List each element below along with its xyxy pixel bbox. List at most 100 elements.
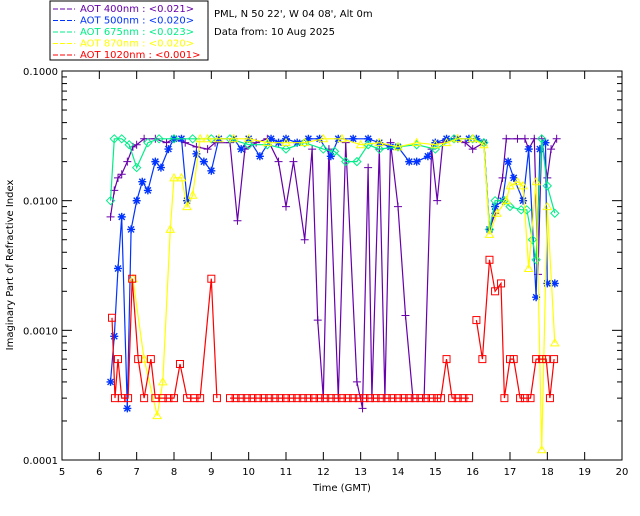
asterisk-marker — [199, 157, 208, 166]
square-marker — [287, 394, 296, 403]
square-marker — [382, 394, 391, 403]
square-marker — [259, 394, 268, 403]
square-marker — [399, 394, 408, 403]
square-marker — [538, 355, 547, 364]
triangle-marker — [430, 139, 441, 149]
asterisk-marker — [543, 279, 552, 288]
x-tick-label: 12 — [317, 467, 330, 478]
square-marker — [545, 394, 554, 403]
square-marker — [422, 394, 430, 403]
square-marker — [226, 394, 234, 403]
asterisk-marker — [138, 177, 147, 186]
plus-marker — [308, 145, 317, 154]
asterisk-marker — [156, 163, 165, 172]
triangle-marker — [479, 139, 489, 149]
diamond-marker — [154, 134, 164, 144]
x-tick-label: 20 — [616, 467, 629, 478]
square-marker — [282, 394, 290, 403]
asterisk-marker — [267, 134, 276, 143]
asterisk-marker — [326, 152, 335, 161]
y-tick-label: 0.0100 — [23, 197, 58, 208]
plus-marker — [364, 163, 373, 172]
asterisk-marker — [164, 145, 173, 154]
x-tick-label: 17 — [504, 467, 517, 478]
asterisk-marker — [114, 264, 122, 273]
square-marker — [459, 394, 468, 403]
x-tick-label: 18 — [541, 467, 554, 478]
diamond-marker — [505, 201, 515, 212]
square-marker — [237, 394, 246, 403]
legend-entry: AOT 1020nm : <0.001> — [80, 50, 200, 61]
square-marker — [349, 394, 358, 403]
x-tick-label: 10 — [242, 467, 255, 478]
x-tick-label: 13 — [354, 467, 367, 478]
diamond-marker — [393, 142, 403, 152]
square-marker — [394, 394, 402, 403]
asterisk-marker — [519, 196, 528, 205]
triangle-marker — [441, 137, 452, 147]
diamond-marker — [537, 134, 547, 144]
asterisk-marker — [386, 142, 395, 151]
asterisk-marker — [132, 196, 141, 205]
square-marker — [509, 355, 518, 364]
triangle-marker — [202, 133, 213, 143]
plus-marker — [530, 134, 539, 143]
diamond-marker — [531, 255, 541, 265]
diamond-marker — [143, 137, 153, 148]
square-marker — [158, 394, 167, 403]
triangle-marker — [157, 376, 168, 386]
square-marker — [304, 394, 313, 403]
triangle-marker — [393, 141, 403, 151]
square-marker — [464, 394, 473, 403]
square-marker — [343, 394, 352, 403]
square-marker — [526, 394, 535, 403]
triangle-marker — [523, 263, 534, 272]
diamond-marker — [318, 144, 329, 154]
asterisk-marker — [106, 377, 115, 386]
plus-marker — [552, 134, 561, 143]
diamond-marker — [467, 134, 478, 144]
diamond-marker — [550, 208, 560, 218]
asterisk-marker — [255, 152, 264, 161]
asterisk-marker — [127, 225, 136, 234]
diamond-marker — [281, 144, 291, 154]
triangle-marker — [512, 176, 523, 186]
triangle-marker — [411, 137, 422, 147]
square-marker — [332, 394, 341, 403]
square-marker — [170, 394, 178, 403]
plus-marker — [358, 404, 367, 413]
plus-marker — [203, 145, 212, 154]
plus-marker — [401, 311, 410, 320]
triangle-marker — [213, 133, 224, 143]
asterisk-marker — [535, 145, 544, 154]
asterisk-marker — [183, 196, 192, 205]
series-line — [132, 138, 556, 450]
axes: 5 6 7 8 9 10 11 12 13 14 15 16 17 18 19 20 0.1000 0.0100 0… — [23, 67, 628, 478]
square-marker — [442, 355, 451, 364]
plus-marker — [114, 173, 122, 182]
square-marker — [146, 355, 155, 364]
diamond-marker — [352, 156, 362, 167]
asterisk-marker — [192, 149, 201, 158]
asterisk-marker — [304, 134, 313, 143]
square-marker — [117, 394, 126, 403]
square-marker — [164, 394, 173, 403]
x-tick-label: 16 — [466, 467, 479, 478]
square-marker — [231, 394, 240, 403]
x-axis-label: Time (GMT) — [312, 483, 371, 494]
asterisk-marker — [151, 157, 160, 166]
triangle-marker — [374, 137, 385, 147]
square-marker — [140, 394, 149, 403]
asterisk-marker — [491, 202, 500, 211]
triangle-marker — [536, 444, 547, 454]
series-3 — [128, 133, 560, 454]
square-marker — [270, 394, 279, 403]
square-marker — [134, 355, 143, 364]
plus-marker — [433, 196, 442, 205]
triangle-marker — [228, 133, 239, 143]
square-marker — [366, 394, 374, 403]
triangle-marker — [187, 190, 198, 199]
asterisk-marker — [412, 157, 421, 166]
plus-marker — [282, 202, 290, 211]
